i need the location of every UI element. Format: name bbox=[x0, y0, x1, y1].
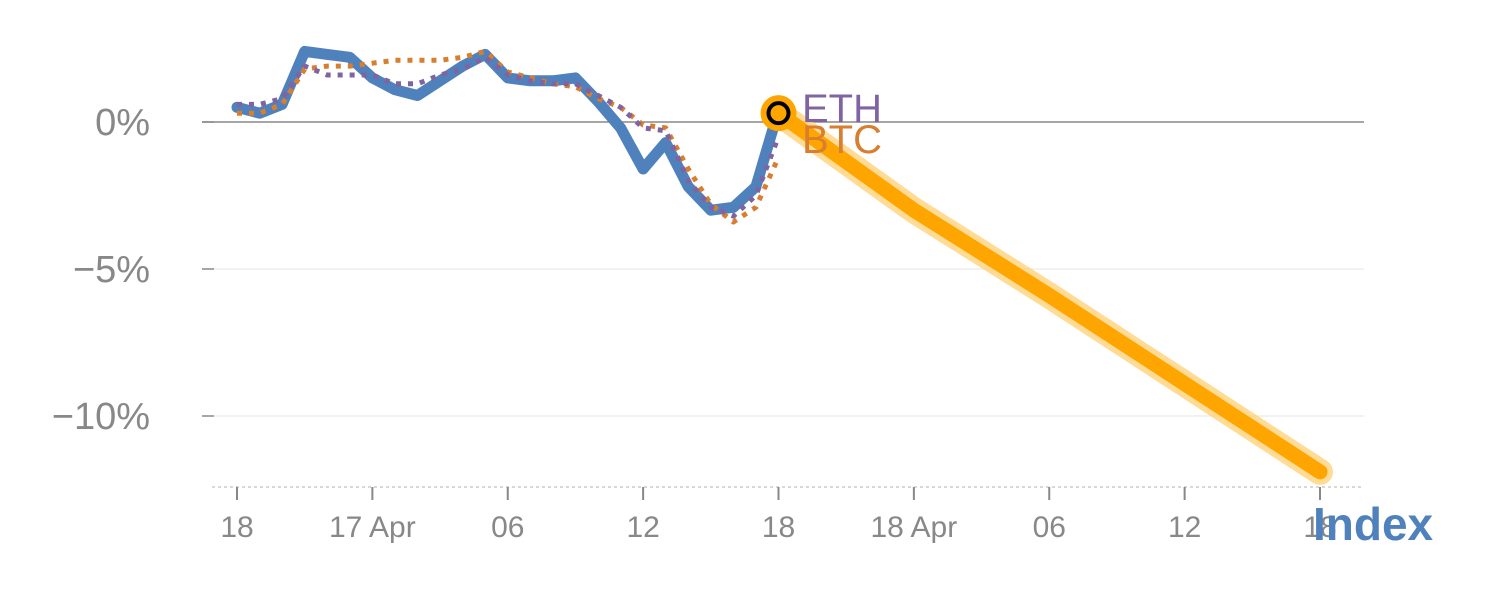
x-tick-label-8: 18 bbox=[1303, 511, 1336, 544]
series-label-eth: ETH bbox=[802, 87, 882, 131]
projection-line bbox=[771, 105, 1328, 480]
series-line-index bbox=[231, 45, 784, 216]
x-tick-label-4: 18 bbox=[762, 511, 795, 544]
series-label-index: Index bbox=[1313, 498, 1434, 550]
y-tick-label-1: −5% bbox=[73, 249, 150, 291]
projection-layer bbox=[765, 100, 1333, 485]
marker-outer bbox=[760, 95, 797, 132]
y-tick-label-2: −10% bbox=[52, 396, 150, 438]
y-axis: 0% −5% −10% bbox=[52, 102, 214, 438]
x-axis: 18 17 Apr 06 12 18 18 Apr 06 12 18 bbox=[212, 486, 1364, 544]
x-tick-label-5: 18 Apr bbox=[871, 511, 958, 544]
x-tick-label-3: 12 bbox=[626, 511, 659, 544]
marker-layer bbox=[760, 95, 797, 132]
x-tick-label-6: 06 bbox=[1033, 511, 1066, 544]
y-tick-label-0: 0% bbox=[95, 102, 150, 144]
x-tick-label-7: 12 bbox=[1168, 511, 1201, 544]
marker-inner bbox=[766, 101, 791, 126]
series-line-eth bbox=[237, 54, 781, 219]
series-layer bbox=[231, 45, 784, 225]
series-label-btc: BTC bbox=[802, 118, 882, 162]
x-tick-label-0: 18 bbox=[220, 511, 253, 544]
x-tick-label-2: 06 bbox=[491, 511, 524, 544]
x-tick-label-1: 17 Apr bbox=[329, 511, 416, 544]
